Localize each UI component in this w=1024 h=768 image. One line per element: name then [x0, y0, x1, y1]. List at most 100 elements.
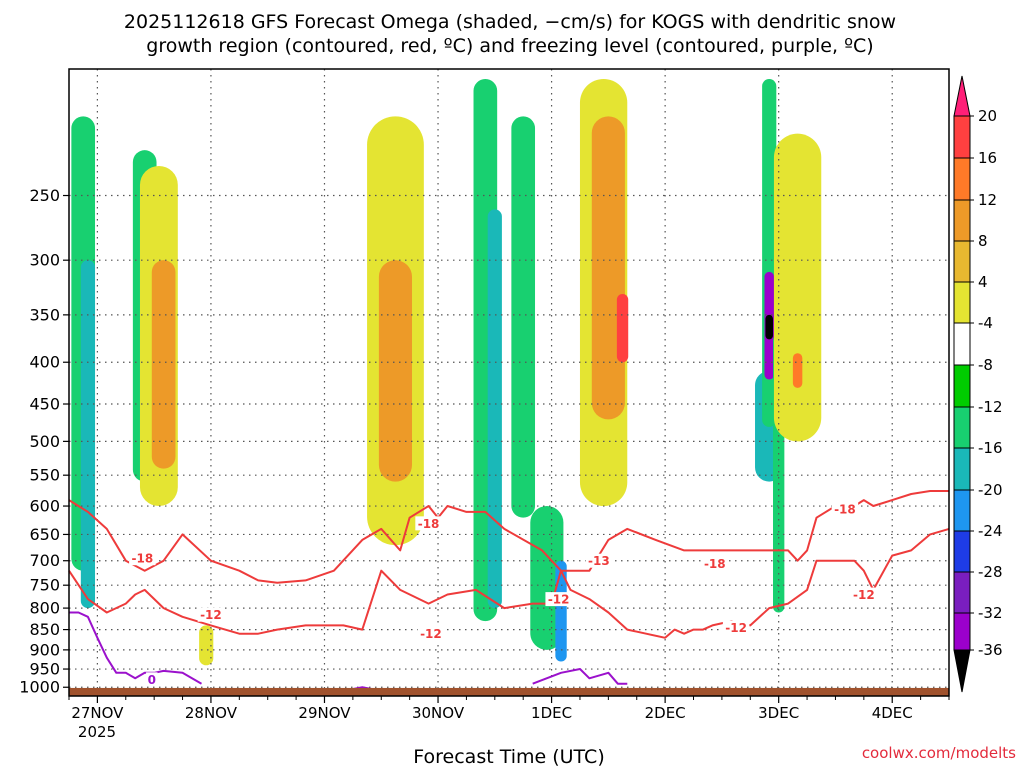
colorbar-swatch — [953, 489, 971, 532]
contour-label: -12 — [420, 627, 442, 641]
colorbar-label: -8 — [978, 356, 993, 374]
colorbar-label: -36 — [978, 641, 1003, 659]
colorbar-label: -4 — [978, 314, 993, 332]
colorbar-label: 16 — [978, 149, 997, 167]
colorbar-label: 20 — [978, 107, 997, 125]
colorbar-label: -20 — [978, 481, 1003, 499]
temperature-contours: -18 -12 -18 -12 -12 -13 -18 -12 -18 -12 0 — [68, 490, 950, 692]
dgz-contour-line — [68, 527, 950, 639]
contour-label-bg — [831, 501, 859, 516]
x-tick-label: 30NOV — [412, 704, 465, 722]
y-tick-label: 600 — [29, 497, 60, 516]
y-tick-label: 1000 — [19, 678, 60, 697]
y-tick-label: 650 — [29, 525, 60, 544]
credit-text: coolwx.com/modelts — [862, 744, 1016, 762]
y-tick-label: 850 — [29, 620, 60, 639]
omega-sinking-region — [378, 260, 413, 482]
contour-label-bg — [129, 551, 156, 566]
omega-sinking-region — [591, 116, 625, 420]
x-tick-label: 29NOV — [298, 704, 351, 722]
y-tick-label: 250 — [29, 186, 60, 205]
colorbar-swatch — [953, 157, 971, 201]
y-tick-label: 350 — [29, 305, 60, 324]
grid-lines — [69, 69, 949, 696]
colorbar-swatch — [953, 322, 971, 366]
contour-label-bg — [417, 626, 445, 641]
colorbar-swatch — [953, 281, 971, 324]
colorbar-swatch — [953, 530, 971, 573]
contour-label: -18 — [834, 502, 856, 516]
y-tick-label: 800 — [29, 599, 60, 618]
x-tick-label: 1DEC — [531, 704, 572, 722]
omega-ascent-region — [511, 116, 536, 518]
y-tick-label: 300 — [29, 251, 60, 270]
y-tick-label: 550 — [29, 466, 60, 485]
y-tick-label: 500 — [29, 432, 60, 451]
freezing-level-line — [69, 611, 202, 685]
colorbar-bottom-arrow — [953, 649, 971, 693]
colorbar-label: -24 — [978, 522, 1003, 540]
contour-label-bg — [545, 592, 572, 607]
omega-ascent-region — [80, 260, 96, 609]
omega-sinking-region — [151, 260, 176, 469]
contour-label: -12 — [853, 588, 875, 602]
contour-label-bg — [146, 672, 158, 687]
y-tick-label: 900 — [29, 640, 60, 659]
contour-label-bg — [585, 553, 613, 568]
colorbar-label: -12 — [978, 398, 1003, 416]
colorbar-label: -32 — [978, 604, 1003, 622]
contour-label: -12 — [548, 593, 570, 607]
omega-ascent-region — [530, 506, 564, 650]
colorbar-swatch — [953, 406, 971, 449]
x-axis-title: Forecast Time (UTC) — [413, 746, 604, 768]
y-tick-label: 400 — [29, 353, 60, 372]
omega-sinking-region — [792, 353, 803, 388]
omega-sinking-region — [616, 293, 629, 363]
colorbar-swatch — [953, 115, 971, 159]
freezing-level-line — [532, 668, 628, 685]
ground-terrain — [69, 687, 949, 696]
contour-label: -18 — [418, 517, 440, 531]
omega-shading — [71, 78, 822, 666]
contour-label: -12 — [725, 621, 747, 635]
colorbar-swatch — [953, 612, 971, 651]
x-tick-label: 28NOV — [185, 704, 238, 722]
contour-label-bg — [197, 607, 225, 622]
x-tick-label: 2DEC — [645, 704, 686, 722]
colorbar-swatch — [953, 199, 971, 242]
omega-ascent-region — [765, 314, 773, 340]
x-tick-label: 27NOV — [71, 704, 124, 722]
y-tick-label: 950 — [29, 660, 60, 679]
plot-frame — [68, 68, 950, 697]
colorbar-swatch — [953, 364, 971, 408]
colorbar-label: 8 — [978, 232, 988, 250]
y-tick-label: 450 — [29, 395, 60, 414]
colorbar-label: -28 — [978, 563, 1003, 581]
y-tick-label: 700 — [29, 551, 60, 570]
contour-label: -18 — [131, 552, 153, 566]
contour-label: -18 — [704, 557, 726, 571]
omega-sinking-region — [199, 625, 214, 666]
colorbar-label: -16 — [978, 439, 1003, 457]
contour-label-bg — [701, 556, 729, 571]
colorbar-swatch — [953, 447, 971, 491]
omega-ascent-region — [555, 560, 567, 662]
y-axis: 2503003504004505005506006507007508008509… — [19, 186, 69, 697]
y-tick-label: 750 — [29, 576, 60, 595]
omega-ascent-region — [487, 209, 502, 609]
year-label: 2025 — [78, 723, 116, 741]
ground-fill — [69, 687, 949, 696]
contour-label-bg — [850, 587, 878, 602]
chart-title-line1: 2025112618 GFS Forecast Omega (shaded, −… — [124, 11, 896, 33]
x-tick-label: 3DEC — [758, 704, 799, 722]
colorbar: 20 16 12 8 4 -4 -8 -12 -16 -20 -24 -28 -32 -36 — [953, 75, 1003, 693]
contour-label: -13 — [588, 554, 610, 568]
colorbar-top-arrow — [953, 75, 971, 117]
colorbar-label: 4 — [978, 273, 988, 291]
colorbar-swatch — [953, 571, 971, 614]
chart-title-line2: growth region (contoured, red, ºC) and f… — [146, 35, 873, 57]
contour-label-bg — [415, 516, 442, 531]
contour-label: 0 — [148, 673, 156, 687]
x-axis: 27NOV 28NOV 29NOV 30NOV 1DEC 2DEC 3DEC 4DEC — [68, 696, 950, 722]
